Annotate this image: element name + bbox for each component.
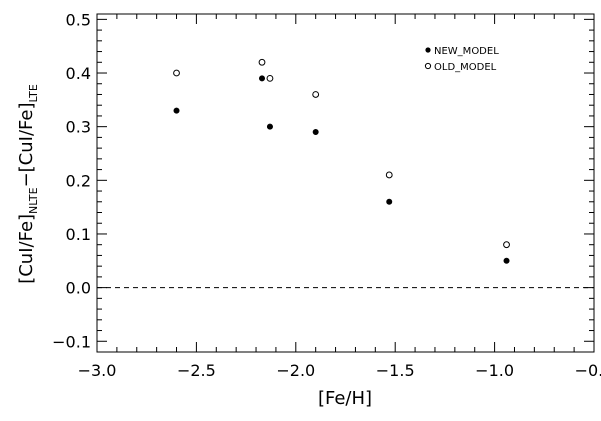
- y-tick-label: 0.5: [66, 10, 91, 29]
- y-title-sub1: NLTE: [27, 187, 40, 214]
- legend-marker-new-model: [425, 47, 431, 53]
- new-model-point: [266, 123, 273, 130]
- legend-marker-old-model: [424, 62, 432, 70]
- x-tick-label: −2.0: [276, 361, 315, 380]
- plot-frame: [96, 13, 595, 353]
- old-model-point: [258, 58, 266, 66]
- y-tick-label: 0.4: [66, 64, 91, 83]
- y-tick-label: 0.0: [66, 279, 91, 298]
- x-tick-label: −1.0: [475, 361, 514, 380]
- old-model-point: [385, 171, 393, 179]
- legend: NEW_MODEL OLD_MODEL: [424, 46, 499, 73]
- y-tick-label: −0.1: [52, 332, 91, 351]
- y-title-sub2: LTE: [27, 84, 40, 102]
- legend-label-new-model: NEW_MODEL: [434, 46, 499, 57]
- old-model-point: [266, 74, 274, 82]
- y-tick-label: 0.3: [66, 118, 91, 137]
- new-model-point: [173, 107, 180, 114]
- y-title-part1: [CuI/Fe]: [16, 214, 37, 284]
- axis-ticks: −3.0 −2.5 −2.0 −1.5 −1.0 −0.5 −0.1 0.0 0.1 0.2 0.3…: [52, 10, 601, 380]
- old-model-point: [503, 241, 510, 249]
- x-axis-title: [Fe/H]: [318, 388, 372, 409]
- y-tick-label: 0.1: [66, 225, 91, 244]
- y-axis-title: [CuI/Fe]NLTE−[CuI/Fe]LTE: [16, 84, 40, 284]
- x-tick-label: −0.5: [575, 361, 601, 380]
- x-tick-label: −3.0: [78, 361, 117, 380]
- x-tick-label: −1.5: [376, 361, 415, 380]
- legend-label-old-model: OLD_MODEL: [434, 62, 497, 73]
- y-title-mid: −[CuI/Fe]: [16, 103, 37, 188]
- new-model-point: [503, 257, 510, 264]
- old-model-point: [173, 69, 180, 77]
- old-model-point: [312, 91, 320, 98]
- new-model-point: [259, 75, 266, 82]
- new-model-point: [386, 198, 393, 205]
- y-tick-label: 0.2: [66, 171, 91, 190]
- x-tick-label: −2.5: [177, 361, 216, 380]
- new-model-point: [312, 129, 319, 136]
- data-points: [173, 58, 510, 264]
